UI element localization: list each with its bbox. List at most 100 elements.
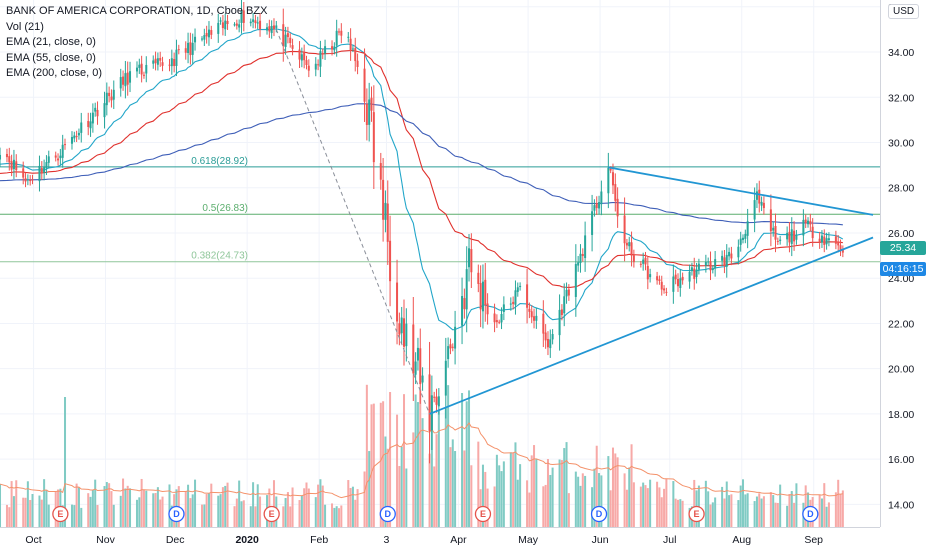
- dividend-marker[interactable]: D: [168, 505, 185, 523]
- volume-bar: [217, 495, 220, 527]
- candle-body: [351, 48, 354, 50]
- volume-bar: [129, 488, 132, 527]
- volume-bar: [145, 490, 148, 527]
- candle-body: [549, 339, 552, 349]
- volume-bar: [574, 471, 577, 527]
- candle-body: [140, 63, 143, 75]
- volume-bar: [793, 502, 796, 527]
- candle-body: [512, 301, 515, 305]
- candle-body: [498, 321, 501, 323]
- volume-bar: [776, 502, 779, 527]
- earnings-marker[interactable]: E: [688, 505, 705, 523]
- candle-body: [495, 320, 498, 323]
- candle-body: [827, 238, 830, 241]
- volume-bar: [184, 490, 187, 527]
- candle-body: [324, 46, 327, 54]
- volume-bar: [428, 453, 431, 527]
- volume-bar: [714, 497, 717, 527]
- volume-bar: [154, 493, 157, 527]
- candle-body: [451, 346, 454, 348]
- volume-bar: [593, 468, 596, 527]
- y-tick-label: 18.00: [888, 409, 914, 421]
- earnings-marker[interactable]: E: [474, 505, 492, 523]
- volume-bar: [221, 487, 224, 527]
- candle-body: [802, 219, 805, 236]
- candle-body: [396, 282, 399, 322]
- candle-body: [175, 49, 178, 66]
- volume-bar: [386, 448, 389, 527]
- volume-bar: [168, 484, 171, 527]
- ema55-line: [0, 50, 843, 289]
- volume-bar: [347, 480, 350, 527]
- candle-body: [347, 36, 350, 38]
- volume-bar: [461, 393, 464, 527]
- volume-bar: [314, 497, 317, 527]
- candle-body: [403, 318, 406, 347]
- candle-body: [303, 52, 306, 61]
- candle-body: [138, 64, 141, 68]
- volume-bar: [730, 494, 733, 527]
- volume-bar: [252, 482, 255, 527]
- candle-body: [600, 191, 603, 205]
- volume-bar: [405, 468, 408, 527]
- candle-body: [284, 34, 287, 47]
- volume-bar: [758, 493, 761, 527]
- volume-bar: [628, 467, 631, 527]
- candle-body: [335, 30, 338, 46]
- volume-bar: [591, 487, 594, 527]
- candle-body: [156, 58, 159, 65]
- volume-bar: [5, 504, 8, 527]
- volume-bar: [728, 495, 731, 527]
- legend-ema55[interactable]: EMA (55, close, 0): [6, 51, 96, 64]
- volume-bar: [412, 432, 415, 527]
- volume-bar: [272, 480, 275, 527]
- legend-ema200[interactable]: EMA (200, close, 0): [6, 67, 102, 79]
- event-circle: [590, 505, 608, 523]
- candle-body: [818, 238, 821, 243]
- volume-bar: [303, 488, 306, 527]
- candle-body: [642, 259, 645, 264]
- candle-body: [152, 60, 155, 64]
- volume-ma-line: [0, 422, 843, 499]
- candle-body: [660, 281, 663, 290]
- dividend-marker[interactable]: D: [379, 505, 396, 523]
- legend-volume[interactable]: Vol (21): [6, 20, 44, 33]
- candle-body: [632, 255, 635, 263]
- volume-bar: [12, 496, 15, 527]
- candle-body: [421, 375, 424, 383]
- volume-bar: [282, 506, 285, 527]
- candle-body: [449, 344, 452, 349]
- candle-body: [509, 303, 512, 305]
- candle-body: [319, 51, 322, 67]
- volume-bar: [825, 506, 828, 527]
- candle-body: [769, 209, 772, 232]
- volume-bar: [841, 490, 844, 527]
- earnings-marker[interactable]: E: [263, 505, 280, 523]
- candle-body: [542, 313, 545, 334]
- event-letter: D: [385, 509, 392, 519]
- volume-bar: [0, 484, 2, 527]
- candle-body: [356, 60, 359, 67]
- candle-body: [103, 103, 106, 118]
- dividend-marker[interactable]: D: [590, 505, 608, 523]
- currency-badge[interactable]: USD: [888, 4, 920, 19]
- event-letter: E: [480, 509, 486, 519]
- fib-level-label: 0.5(26.83): [202, 203, 248, 214]
- volume-bar: [625, 489, 628, 527]
- candle-body: [714, 259, 717, 269]
- candle-body: [837, 242, 840, 246]
- dividend-marker[interactable]: D: [802, 505, 819, 523]
- candle-body: [10, 161, 13, 170]
- candle-body: [519, 285, 522, 288]
- legend-ema21[interactable]: EMA (21, close, 0): [6, 36, 96, 48]
- legend-title[interactable]: BANK OF AMERICA CORPORATION, 1D, Cboe BZ…: [6, 5, 268, 17]
- earnings-marker[interactable]: E: [52, 505, 69, 523]
- volume-bar: [224, 485, 227, 527]
- volume-bar: [103, 486, 106, 527]
- candle-body: [354, 48, 357, 62]
- volume-bar: [451, 439, 454, 527]
- candle-body: [584, 235, 587, 259]
- volume-bar: [449, 447, 452, 527]
- candle-body: [435, 396, 438, 405]
